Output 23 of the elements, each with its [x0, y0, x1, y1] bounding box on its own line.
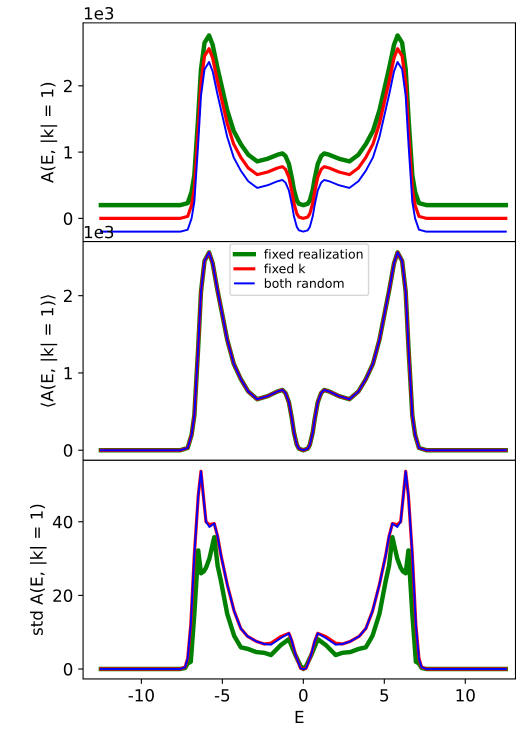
y-tick-label: 0	[64, 212, 72, 225]
y-tick-label: 1	[64, 146, 72, 158]
y-tick-label: 20	[53, 589, 72, 602]
x-tick-label: 0	[299, 688, 308, 702]
y-tick-label: 1	[64, 367, 72, 380]
legend-label: fixed k	[264, 264, 306, 274]
y-axis-title: ⟨A(E, |k| = 1)⟩	[40, 295, 58, 407]
y-axis-title: std A(E, |k| = 1)	[30, 504, 47, 636]
y-tick-label: 0	[64, 662, 72, 676]
text: 1e3	[84, 7, 114, 20]
y-tick-label: 2	[64, 80, 72, 92]
y-axis-title: A(E, |k| = 1)	[40, 82, 58, 183]
x-tick-label: -10	[128, 688, 154, 702]
annotation: 1e3	[84, 226, 114, 238]
y-tick-label: 2	[64, 290, 72, 302]
y-tick-label: 0	[64, 444, 72, 457]
x-axis-title: E	[296, 710, 304, 724]
x-tick-label: 10	[456, 688, 475, 702]
y-tick-label: 40	[52, 516, 72, 528]
x-tick-label: -5	[214, 689, 230, 702]
legend-label: both random	[264, 278, 344, 288]
legend-label: fixed realization	[264, 249, 362, 259]
x-tick-label: 5	[380, 689, 388, 702]
